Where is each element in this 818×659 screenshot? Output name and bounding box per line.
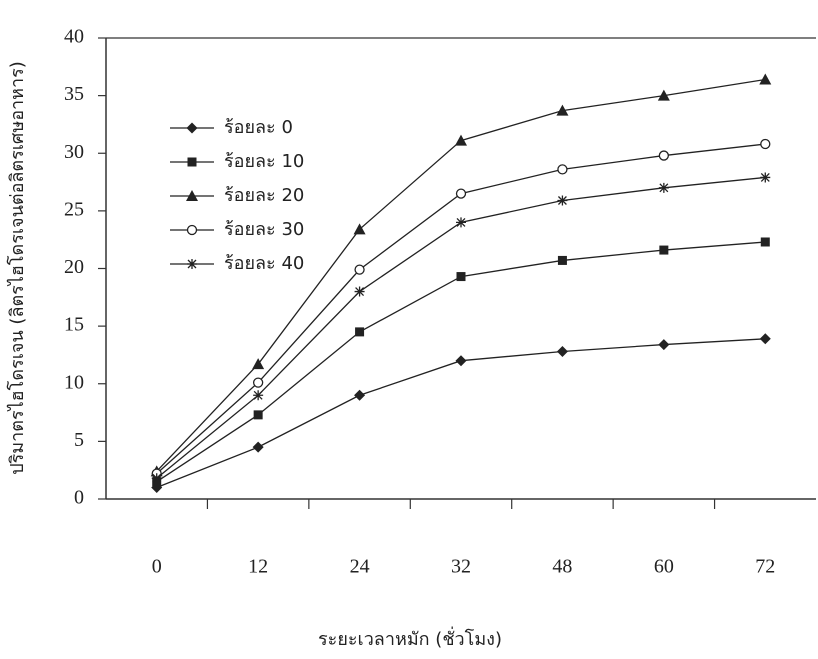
marker [253, 442, 264, 453]
marker [659, 183, 669, 193]
legend-label: ร้อยละ 40 [224, 253, 304, 274]
y-tick-label: 20 [64, 256, 84, 278]
marker [354, 390, 365, 401]
marker [355, 265, 364, 274]
x-tick-label: 72 [755, 556, 775, 578]
legend-marker [188, 158, 197, 167]
legend-label: ร้อยละ 0 [224, 117, 293, 138]
marker [456, 217, 466, 227]
marker [558, 165, 567, 174]
marker [254, 378, 263, 387]
y-tick-label: 25 [64, 198, 84, 220]
legend-label: ร้อยละ 30 [224, 219, 304, 240]
y-tick-label: 40 [64, 26, 84, 48]
marker [456, 355, 467, 366]
marker [558, 256, 567, 265]
chart: ระยะเวลาหมัก (ชั่วโมง) ปริมาตรไฮโดรเจน (… [0, 0, 818, 659]
marker [253, 390, 263, 400]
y-axis-label: ปริมาตรไฮโดรเจน (ลิตรไฮโดรเจนต่อลิตรเศษอ… [6, 61, 28, 475]
marker [355, 287, 365, 297]
legend-marker [187, 123, 198, 134]
x-tick-label: 48 [552, 556, 572, 578]
marker [152, 473, 162, 483]
x-tick-label: 0 [152, 556, 162, 578]
x-axis-label: ระยะเวลาหมัก (ชั่วโมง) [318, 626, 502, 650]
legend-label: ร้อยละ 20 [224, 185, 304, 206]
marker [254, 410, 263, 419]
marker [457, 189, 466, 198]
marker [761, 237, 770, 246]
marker [659, 151, 668, 160]
x-tick-label: 60 [654, 556, 674, 578]
x-tick-label: 24 [350, 556, 370, 578]
y-tick-label: 0 [74, 487, 84, 509]
marker [760, 172, 770, 182]
x-tick-label: 32 [451, 556, 471, 578]
marker [759, 73, 771, 84]
page: ระยะเวลาหมัก (ชั่วโมง) ปริมาตรไฮโดรเจน (… [0, 0, 818, 659]
marker [659, 246, 668, 255]
marker [760, 333, 771, 344]
marker [355, 327, 364, 336]
legend-label: ร้อยละ 10 [224, 151, 304, 172]
marker [658, 339, 669, 350]
marker [557, 346, 568, 357]
y-tick-label: 30 [64, 141, 84, 163]
legend-marker [188, 226, 197, 235]
marker [457, 272, 466, 281]
legend-marker [187, 259, 197, 269]
x-tick-label: 12 [248, 556, 268, 578]
y-tick-label: 5 [74, 429, 84, 451]
marker [557, 196, 567, 206]
marker [761, 140, 770, 149]
y-tick-label: 35 [64, 83, 84, 105]
y-tick-label: 15 [64, 314, 84, 336]
y-tick-label: 10 [64, 371, 84, 393]
marker [455, 135, 467, 146]
marker [252, 358, 264, 369]
